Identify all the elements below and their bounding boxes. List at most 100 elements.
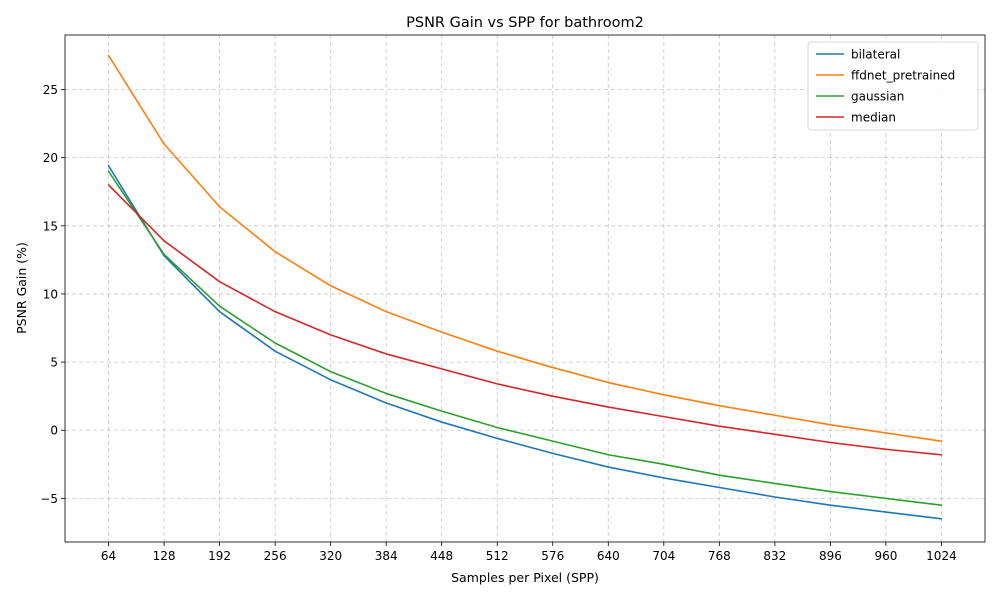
data-point bbox=[607, 454, 609, 456]
x-tick-label: 640 bbox=[597, 549, 620, 563]
x-tick-label: 256 bbox=[264, 549, 287, 563]
data-point bbox=[330, 285, 332, 287]
data-point bbox=[941, 518, 943, 520]
data-point bbox=[274, 251, 276, 253]
data-point bbox=[663, 416, 665, 418]
x-tick-label: 512 bbox=[486, 549, 509, 563]
x-tick-label: 1024 bbox=[926, 549, 957, 563]
data-point bbox=[607, 466, 609, 468]
data-point bbox=[385, 353, 387, 355]
series-line bbox=[107, 165, 943, 520]
data-point bbox=[330, 379, 332, 381]
data-point bbox=[774, 496, 776, 498]
data-point bbox=[663, 394, 665, 396]
legend-item: ffdnet_pretrained bbox=[816, 69, 955, 83]
data-point bbox=[108, 184, 110, 186]
y-tick-label: 20 bbox=[43, 151, 58, 165]
data-point bbox=[830, 491, 832, 493]
data-point bbox=[108, 165, 110, 167]
series-median bbox=[107, 184, 943, 456]
y-tick-label: 15 bbox=[43, 219, 58, 233]
legend-label: bilateral bbox=[851, 48, 900, 62]
data-point bbox=[885, 432, 887, 434]
data-point bbox=[385, 311, 387, 313]
series-line bbox=[107, 184, 943, 456]
data-point bbox=[885, 498, 887, 500]
data-point bbox=[552, 395, 554, 397]
series-line bbox=[107, 170, 943, 507]
legend-label: ffdnet_pretrained bbox=[851, 69, 955, 83]
data-point bbox=[108, 55, 110, 57]
data-point bbox=[163, 143, 165, 145]
legend-label: gaussian bbox=[851, 90, 904, 104]
data-point bbox=[441, 368, 443, 370]
x-tick-label: 960 bbox=[874, 549, 897, 563]
x-tick-label: 704 bbox=[652, 549, 675, 563]
y-axis-label: PSNR Gain (%) bbox=[14, 242, 29, 334]
data-point bbox=[719, 474, 721, 476]
x-axis-ticks: 64 128 192 256 320 384 448 512 576 640 704 768 832 89… bbox=[101, 542, 957, 563]
legend-label: median bbox=[851, 111, 896, 125]
x-tick-label: 192 bbox=[208, 549, 231, 563]
data-point bbox=[496, 383, 498, 385]
data-point bbox=[719, 405, 721, 407]
series-bilateral bbox=[107, 165, 943, 520]
series-gaussian bbox=[107, 170, 943, 507]
series-line bbox=[107, 54, 943, 442]
legend-item: gaussian bbox=[816, 90, 904, 104]
data-point bbox=[552, 453, 554, 455]
legend-item: bilateral bbox=[816, 48, 900, 62]
data-point bbox=[219, 206, 221, 208]
legend-items: bilateral ffdnet_pretrained gaussian median bbox=[816, 48, 955, 125]
y-tick-label: 5 bbox=[50, 356, 58, 370]
data-point bbox=[607, 382, 609, 384]
data-point bbox=[219, 305, 221, 307]
data-point bbox=[274, 311, 276, 313]
data-point bbox=[274, 350, 276, 352]
plot-area-frame bbox=[64, 34, 986, 543]
data-point bbox=[830, 424, 832, 426]
data-point bbox=[496, 438, 498, 440]
data-point bbox=[385, 393, 387, 395]
y-tick-label: 25 bbox=[43, 83, 58, 97]
data-point bbox=[441, 421, 443, 423]
data-point bbox=[552, 440, 554, 442]
y-tick-label: −5 bbox=[40, 492, 58, 506]
chart-title: PSNR Gain vs SPP for bathroom2 bbox=[406, 15, 644, 31]
data-point bbox=[219, 311, 221, 313]
legend-box bbox=[807, 41, 979, 131]
y-tick-label: 0 bbox=[50, 424, 58, 438]
x-tick-label: 64 bbox=[101, 549, 116, 563]
data-point bbox=[274, 342, 276, 344]
data-point bbox=[219, 281, 221, 283]
y-axis-ticks: −5 0 5 10 15 20 25 bbox=[40, 83, 65, 506]
data-point bbox=[330, 371, 332, 373]
legend: bilateral ffdnet_pretrained gaussian median bbox=[807, 41, 979, 131]
series-lines bbox=[107, 54, 943, 520]
data-point bbox=[830, 442, 832, 444]
data-point bbox=[330, 334, 332, 336]
data-point bbox=[163, 240, 165, 242]
data-point bbox=[774, 414, 776, 416]
x-tick-label: 768 bbox=[708, 549, 731, 563]
data-point bbox=[607, 406, 609, 408]
data-point bbox=[108, 170, 110, 172]
data-point bbox=[496, 350, 498, 352]
data-point bbox=[830, 504, 832, 506]
data-point bbox=[774, 483, 776, 485]
data-point bbox=[441, 331, 443, 333]
data-point bbox=[941, 454, 943, 456]
data-point bbox=[719, 487, 721, 489]
data-point bbox=[441, 410, 443, 412]
series-ffdnet-pretrained bbox=[107, 54, 943, 442]
data-point bbox=[774, 434, 776, 436]
x-tick-label: 128 bbox=[153, 549, 176, 563]
data-point bbox=[385, 402, 387, 404]
data-point bbox=[663, 477, 665, 479]
data-point bbox=[885, 449, 887, 451]
data-point bbox=[941, 504, 943, 506]
legend-item: median bbox=[816, 111, 896, 125]
x-tick-label: 896 bbox=[819, 549, 842, 563]
x-tick-label: 448 bbox=[430, 549, 453, 563]
